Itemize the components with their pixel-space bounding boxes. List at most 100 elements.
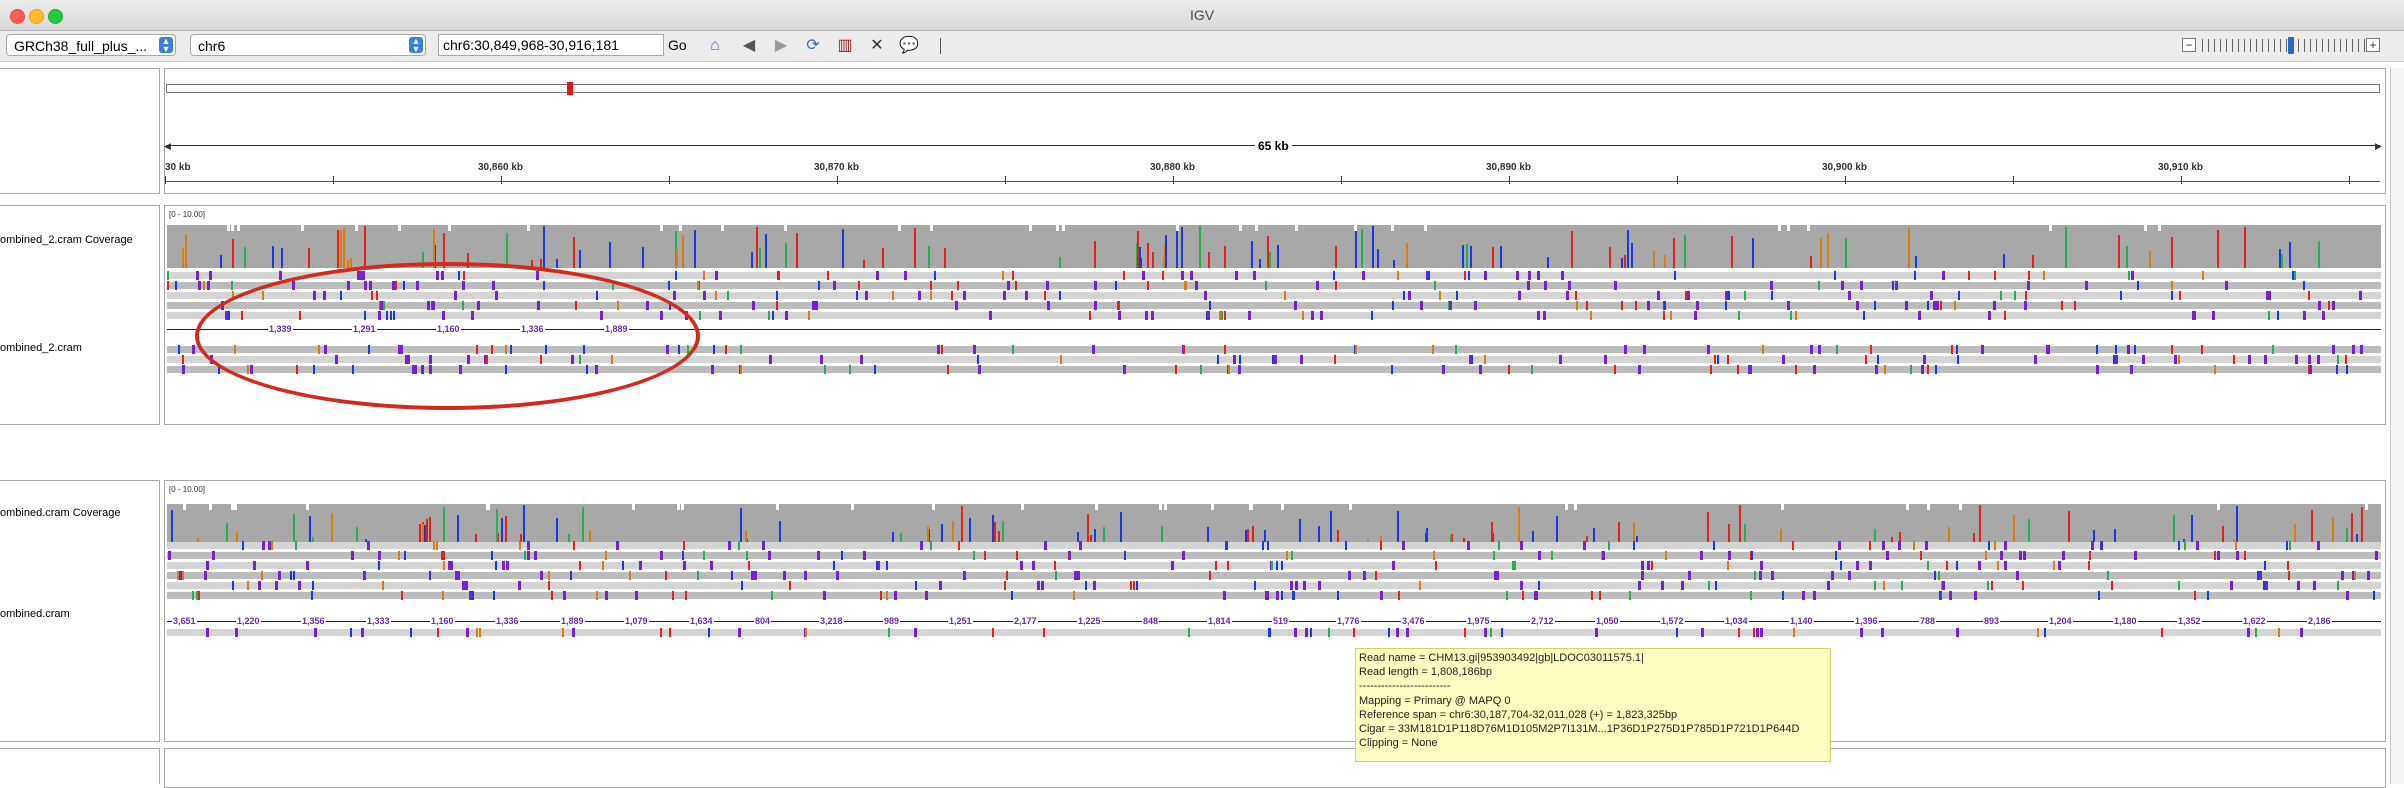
zoom-slider-thumb[interactable] bbox=[2288, 37, 2294, 54]
alignment-track-name[interactable]: ombined_2.cram bbox=[0, 342, 82, 354]
mismatch-marker bbox=[941, 345, 943, 354]
locus-input[interactable] bbox=[438, 34, 664, 56]
mismatch-marker bbox=[841, 551, 843, 560]
resize-icon[interactable]: ✕ bbox=[870, 37, 884, 54]
mismatch-marker bbox=[1795, 365, 1797, 374]
mismatch-marker bbox=[1927, 561, 1929, 570]
mismatch-marker bbox=[178, 345, 180, 354]
insertion-marker bbox=[1993, 301, 1996, 310]
region-icon[interactable]: ▥ bbox=[837, 37, 853, 54]
mismatch-marker bbox=[1183, 345, 1185, 354]
coverage-mismatch-bar bbox=[1277, 245, 1279, 268]
insertion-marker bbox=[2264, 355, 2267, 364]
coverage-mismatch-bar bbox=[556, 518, 558, 547]
coverage-dip bbox=[448, 225, 451, 231]
forward-icon[interactable]: ▶ bbox=[774, 37, 788, 54]
mismatch-marker bbox=[1265, 281, 1267, 290]
mismatch-marker bbox=[725, 345, 727, 354]
insertion-marker bbox=[2212, 311, 2215, 320]
insertion-marker bbox=[1449, 301, 1452, 310]
coverage-dip bbox=[2144, 225, 2147, 231]
chromosome-dropdown[interactable]: chr6 ▲ ▼ bbox=[190, 34, 426, 56]
coverage-mismatch-bar bbox=[347, 260, 349, 268]
coverage-track-name[interactable]: ombined.cram Coverage bbox=[0, 507, 121, 519]
mismatch-marker bbox=[2088, 561, 2090, 570]
insertion-marker bbox=[768, 551, 771, 560]
mismatch-marker bbox=[1725, 301, 1727, 310]
coverage-mismatch-bar bbox=[1631, 243, 1633, 268]
coverage-mismatch-bar bbox=[1397, 511, 1399, 547]
back-icon[interactable]: ◀ bbox=[742, 37, 756, 54]
insertion-marker bbox=[715, 271, 718, 280]
insertion-marker bbox=[2346, 591, 2349, 600]
coverage-mismatch-bar bbox=[520, 534, 522, 547]
insertion-marker bbox=[1696, 301, 1699, 310]
zoom-slider[interactable] bbox=[2202, 39, 2370, 52]
insertion-marker bbox=[973, 345, 976, 354]
insertion-marker bbox=[1426, 271, 1429, 280]
mismatch-marker bbox=[1484, 355, 1486, 364]
alignment-track-name[interactable]: ombined.cram bbox=[0, 608, 70, 620]
refresh-icon[interactable]: ⟳ bbox=[806, 37, 820, 54]
genome-dropdown[interactable]: GRCh38_full_plus_... ▲ ▼ bbox=[6, 34, 176, 56]
insertion-marker bbox=[711, 365, 714, 374]
deletion-size-label: 1,050 bbox=[1595, 616, 1620, 626]
insertion-marker bbox=[2268, 291, 2271, 300]
coverage-histogram bbox=[167, 225, 2381, 268]
close-window-icon[interactable] bbox=[10, 9, 25, 24]
annotation-ellipse bbox=[195, 262, 700, 410]
insertion-marker bbox=[1396, 628, 1399, 637]
mismatch-marker bbox=[1727, 355, 1729, 364]
coverage-track-name[interactable]: ombined_2.cram Coverage bbox=[0, 234, 133, 246]
mismatch-marker bbox=[2053, 561, 2055, 570]
mismatch-marker bbox=[1901, 581, 1903, 590]
mismatch-marker bbox=[2134, 345, 2136, 354]
mismatch-marker bbox=[2107, 571, 2109, 580]
insertion-marker bbox=[1363, 571, 1366, 580]
zoom-out-icon[interactable]: − bbox=[2182, 38, 2196, 52]
chromosome-ideogram[interactable] bbox=[166, 84, 2380, 93]
insertion-marker bbox=[2360, 345, 2363, 354]
mismatch-marker bbox=[1994, 271, 1996, 280]
tooltip-read-length: Read length = 1,808,186bp bbox=[1359, 666, 1493, 679]
insertion-marker bbox=[2024, 301, 2027, 310]
insertion-marker bbox=[783, 571, 786, 580]
mismatch-marker bbox=[858, 281, 860, 290]
mismatch-marker bbox=[818, 281, 820, 290]
tooltip-cigar: Cigar = 33M181D1P118D76M1D105M2P7I131M..… bbox=[1359, 723, 1800, 736]
coverage-mismatch-bar bbox=[928, 529, 930, 547]
home-icon[interactable]: ⌂ bbox=[710, 37, 720, 54]
mismatch-marker bbox=[2048, 345, 2050, 354]
go-button[interactable]: Go bbox=[668, 37, 687, 53]
mismatch-marker bbox=[1136, 581, 1138, 590]
coverage-dip bbox=[1295, 225, 1298, 231]
maximize-window-icon[interactable] bbox=[48, 9, 63, 24]
mismatch-marker bbox=[2178, 581, 2180, 590]
mismatch-marker bbox=[1334, 355, 1336, 364]
zoom-in-icon[interactable]: + bbox=[2366, 38, 2380, 52]
insertion-marker bbox=[1974, 591, 1977, 600]
coverage-mismatch-bar bbox=[1621, 258, 1623, 268]
insertion-marker bbox=[1392, 561, 1395, 570]
coverage-dip bbox=[677, 504, 680, 510]
mismatch-marker bbox=[2171, 281, 2173, 290]
popup-text-icon[interactable]: 💬 bbox=[899, 37, 919, 54]
minimize-window-icon[interactable] bbox=[29, 9, 44, 24]
insertion-marker bbox=[198, 281, 201, 290]
coverage-mismatch-bar bbox=[2236, 506, 2238, 547]
insertion-marker bbox=[751, 571, 754, 580]
insertion-marker bbox=[1760, 561, 1763, 570]
coverage-mismatch-bar bbox=[2028, 519, 2030, 547]
mismatch-marker bbox=[242, 541, 244, 550]
coverage-mismatch-bar bbox=[220, 255, 222, 268]
mismatch-marker bbox=[472, 591, 474, 600]
insertion-marker bbox=[925, 591, 928, 600]
insertion-marker bbox=[2230, 581, 2233, 590]
insertion-marker bbox=[235, 628, 238, 637]
coverage-mismatch-bar bbox=[675, 231, 677, 268]
insertion-marker bbox=[2341, 571, 2344, 580]
vertical-scrollbar[interactable] bbox=[2390, 68, 2404, 784]
coverage-dip bbox=[2049, 225, 2052, 231]
coverage-mismatch-bar bbox=[2149, 251, 2151, 268]
coverage-dip bbox=[660, 225, 663, 231]
